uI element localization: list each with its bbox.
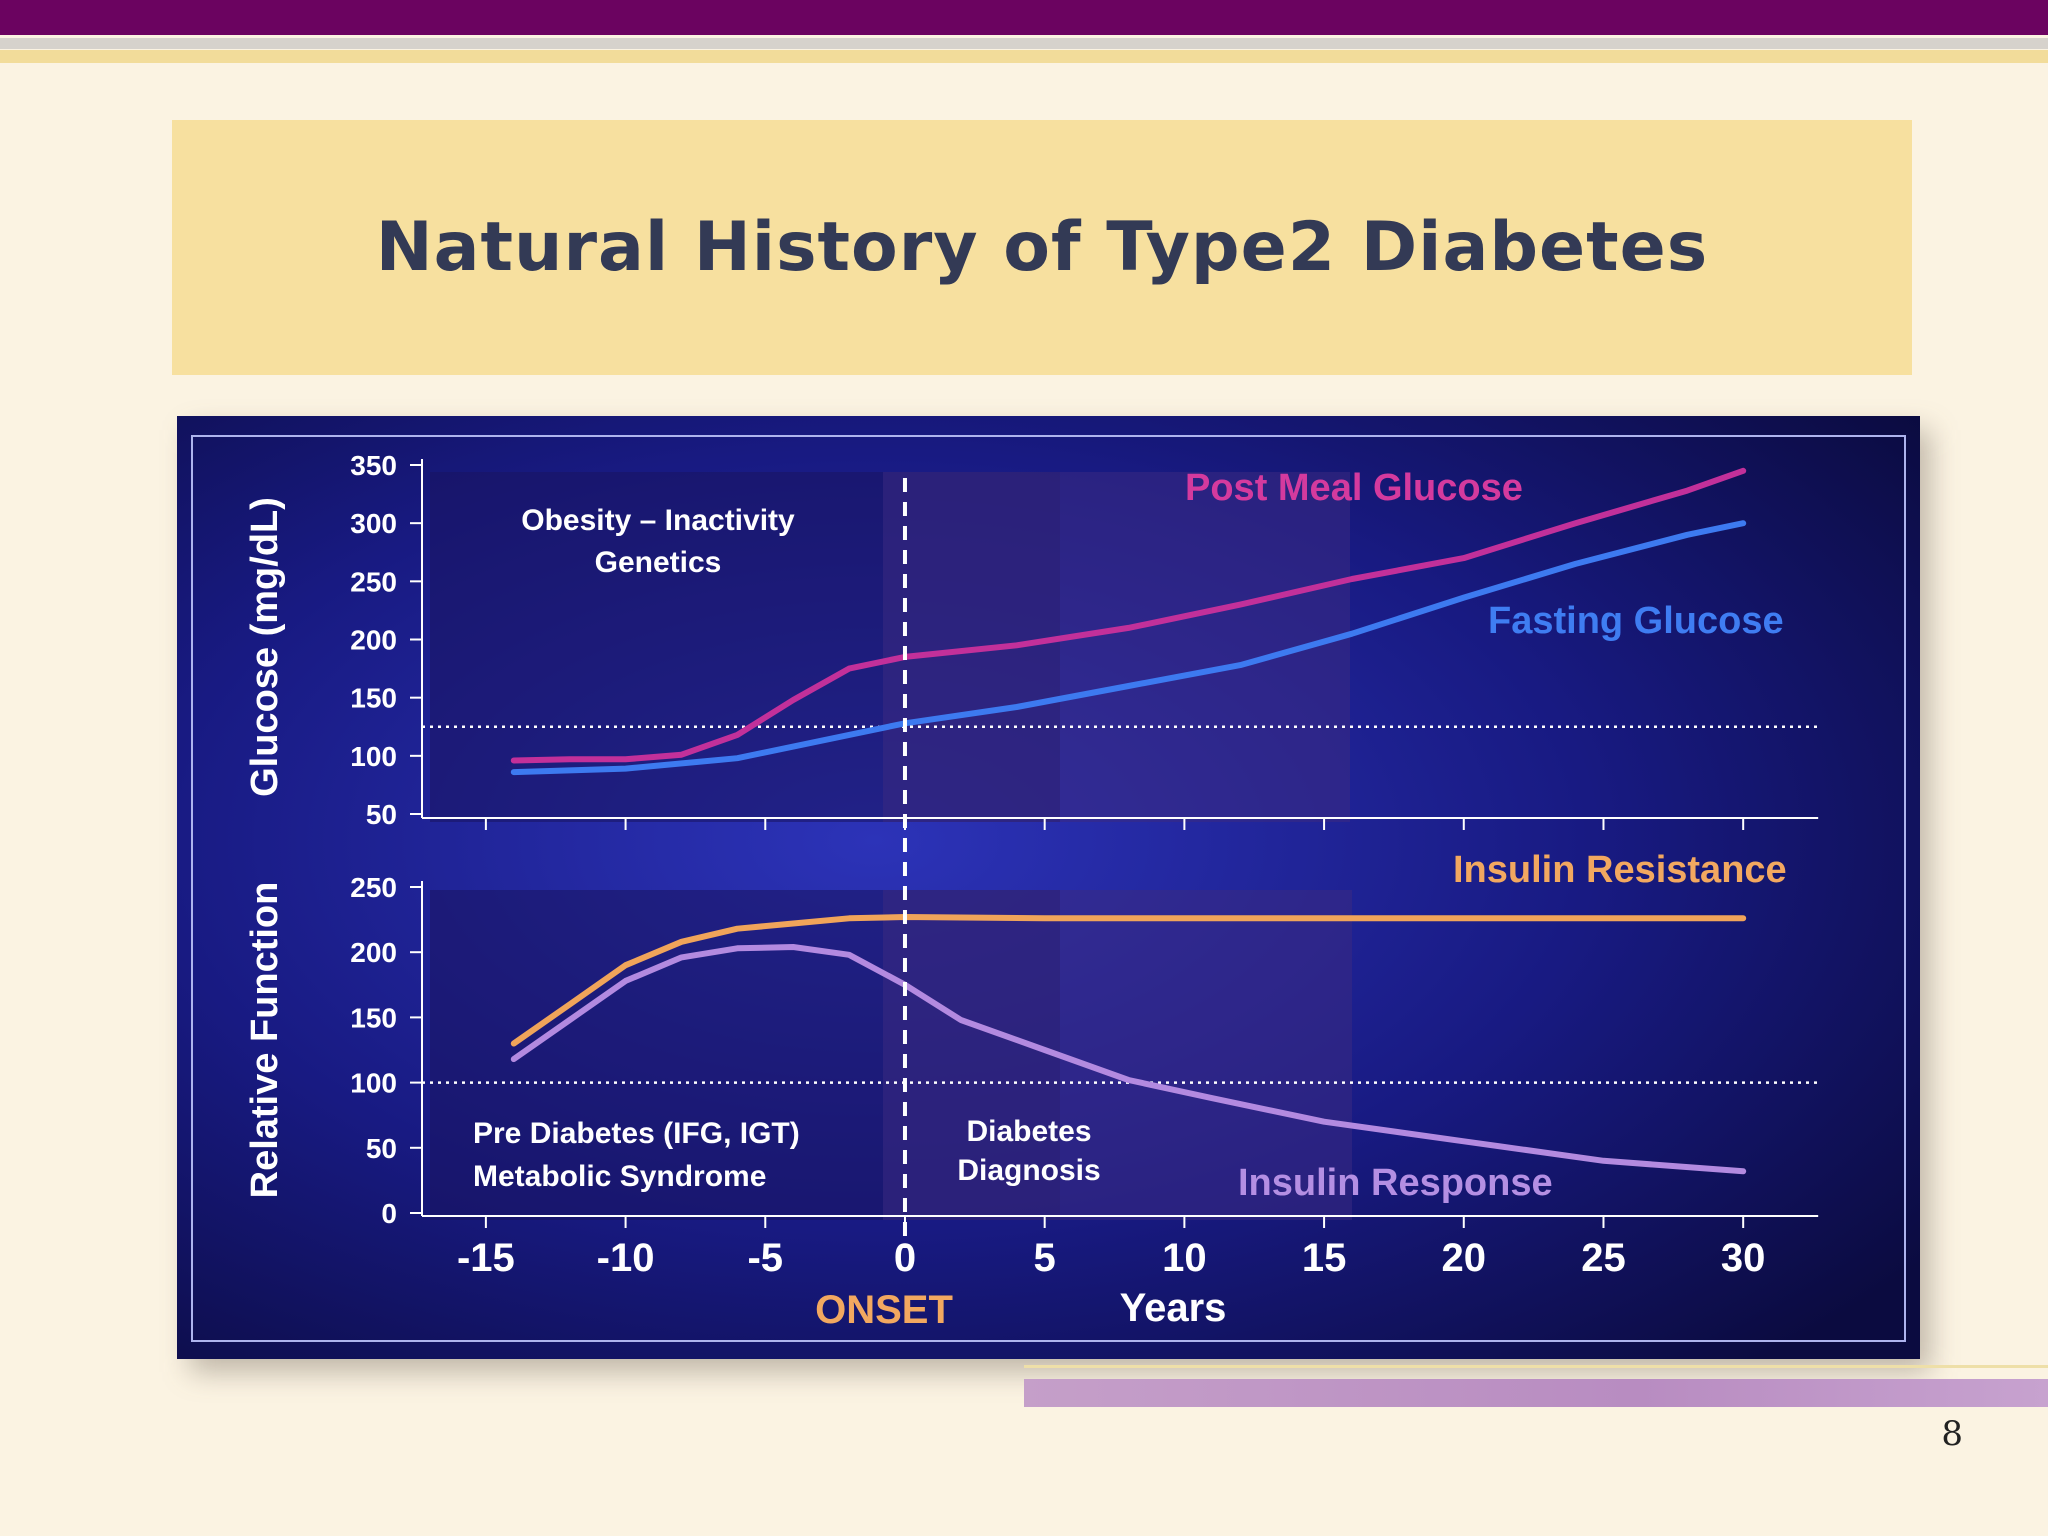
bottom-y-tick-label: 100 — [350, 1068, 397, 1099]
bottom-y-tick-label: 0 — [381, 1198, 397, 1229]
bottom-diagnosis-region — [883, 890, 1352, 1220]
x-tick-label: -15 — [457, 1236, 515, 1280]
risk-factor-label-1: Obesity – Inactivity — [521, 504, 795, 537]
chart-inner-frame — [191, 435, 1906, 1342]
top-diagnosis-region — [883, 472, 1350, 822]
top-y-tick-label: 200 — [350, 625, 397, 656]
diagnosis-label-2: Diagnosis — [957, 1154, 1100, 1187]
x-tick-label: 25 — [1581, 1236, 1626, 1280]
slide-title: Natural History of Type2 Diabetes — [375, 208, 1709, 287]
fasting-glucose-label: Fasting Glucose — [1488, 600, 1784, 642]
risk-factor-label-2: Genetics — [595, 546, 722, 579]
top-color-band — [0, 0, 2048, 35]
x-tick-label: 0 — [894, 1236, 916, 1280]
onset-label: ONSET — [815, 1288, 953, 1332]
prediabetes-label-1: Pre Diabetes (IFG, IGT) — [473, 1117, 800, 1150]
bottom-accent-bar — [1024, 1379, 2048, 1407]
top-y-tick-label: 350 — [350, 450, 397, 481]
top-rule-gray — [0, 38, 2048, 49]
title-box: Natural History of Type2 Diabetes — [172, 120, 1912, 375]
series-layer — [510, 467, 1747, 1248]
x-tick-label: -10 — [597, 1236, 655, 1280]
x-tick-label: 5 — [1034, 1236, 1056, 1280]
prediabetes-label-2: Metabolic Syndrome — [473, 1160, 766, 1193]
top-y-tick-label: 300 — [350, 508, 397, 539]
x-tick-label: -5 — [747, 1236, 783, 1280]
bottom-rule — [1024, 1365, 2048, 1368]
chart-panel: 350 300 250 200 150 100 50 250 200 150 100 50 0 -15 -1… — [177, 416, 1920, 1359]
bottom-y-tick-label: 150 — [350, 1002, 397, 1033]
bottom-y-tick-label: 200 — [350, 937, 397, 968]
top-y-tick-label: 50 — [366, 799, 397, 830]
bottom-series-insulin-response-line — [510, 944, 1747, 1175]
post-meal-glucose-label: Post Meal Glucose — [1185, 467, 1523, 509]
x-tick-label: 30 — [1721, 1236, 1766, 1280]
x-tick-label: 10 — [1162, 1236, 1207, 1280]
top-series-fasting-glucose-line — [510, 520, 1747, 776]
top-y-tick-label: 150 — [350, 683, 397, 714]
top-series-post-meal-glucose-line — [510, 467, 1747, 764]
insulin-resistance-label: Insulin Resistance — [1453, 849, 1787, 891]
top-y-tick-label: 250 — [350, 566, 397, 597]
insulin-response-label: Insulin Response — [1238, 1162, 1553, 1204]
bottom-y-tick-label: 50 — [366, 1133, 397, 1164]
bottom-ylabel: Relative Function — [244, 882, 286, 1199]
x-axis-title: Years — [1120, 1286, 1227, 1330]
top-ylabel: Glucose (mg/dL) — [244, 497, 286, 797]
x-tick-label: 20 — [1442, 1236, 1487, 1280]
top-y-tick-label: 100 — [350, 741, 397, 772]
bottom-y-tick-label: 250 — [350, 872, 397, 903]
diagnosis-label-1: Diabetes — [966, 1115, 1091, 1148]
x-tick-label: 15 — [1302, 1236, 1347, 1280]
bottom-series-insulin-resistance-line — [510, 914, 1747, 1047]
page-number: 8 — [1941, 1414, 1963, 1454]
top-rule-gold — [0, 50, 2048, 63]
